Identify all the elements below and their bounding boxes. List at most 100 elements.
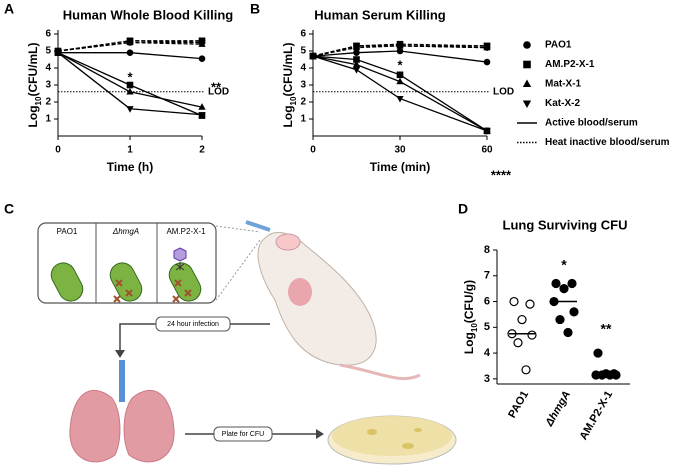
marker [352, 67, 361, 74]
point [521, 365, 531, 375]
marker [126, 81, 134, 89]
point [563, 327, 573, 338]
legend-label: Mat-X-1 [545, 79, 582, 90]
marker [483, 43, 491, 50]
strain-label: PAO1 [57, 227, 78, 236]
colony [367, 429, 377, 435]
y-axis-label-part: Log [462, 332, 476, 354]
y-axis-label-part: 10 [289, 96, 298, 105]
x-tick-label: 0 [55, 145, 61, 156]
step-box [213, 426, 273, 442]
annotation: * [561, 257, 567, 273]
marker [352, 43, 361, 50]
marker [396, 71, 404, 79]
y-axis-label: Log10(CFU/g) [462, 280, 478, 354]
series-line [312, 55, 488, 132]
bacterium [168, 262, 202, 302]
series-line [312, 45, 488, 57]
panel-label: A [4, 1, 14, 17]
y-tick-label: 6 [300, 29, 306, 40]
legend-label: PAO1 [545, 40, 572, 51]
x-tick-label: AM.P2-X-1 [578, 389, 616, 442]
y-axis-label: Log10(CFU/mL) [281, 43, 297, 128]
trachea [119, 360, 125, 402]
marker [198, 112, 206, 119]
x-tick-label: ΔhmgA [543, 389, 573, 429]
mouse-lung [288, 278, 312, 306]
y-tick-label: 5 [300, 46, 306, 57]
point [567, 278, 577, 289]
x-tick-label: 60 [481, 145, 493, 156]
panel-label: B [250, 1, 260, 17]
panel-label: D [458, 201, 468, 217]
diagram: PAO1 ΔhmgA AM.P2-X-1 24 hour infection P… [37, 220, 457, 465]
x-tick-label: 2 [199, 145, 205, 156]
marker [483, 128, 491, 135]
y-tick-label: 4 [45, 63, 51, 74]
peptide [173, 247, 187, 262]
zoom-lines [215, 225, 261, 301]
strain-label: AM.P2-X-1 [166, 227, 206, 236]
point [605, 370, 615, 380]
point [559, 284, 569, 294]
y-axis-label-part: 10 [470, 323, 479, 332]
arrowhead [115, 350, 125, 358]
y-axis-label-part: (CFU/mL) [281, 43, 295, 97]
marker [309, 53, 317, 61]
annotation: * [397, 57, 403, 72]
series-line [312, 43, 488, 57]
y-axis-label-part: Log [281, 105, 295, 127]
y-axis-label-part: (CFU/g) [462, 280, 476, 323]
marker [198, 103, 206, 110]
legend-label: Kat-X-2 [545, 98, 580, 109]
mouse-ear [275, 233, 301, 251]
legend-label: Heat inactive blood/serum [545, 137, 670, 148]
arrowhead [316, 429, 324, 439]
mouse-tail [339, 363, 421, 381]
legend-label: AM.P2-X-1 [545, 59, 595, 70]
series-line [312, 45, 487, 57]
x-tick-label: PAO1 [506, 389, 531, 420]
lod-label: LOD [208, 86, 229, 97]
legend-marker [523, 41, 531, 49]
point [527, 330, 537, 340]
step-label: Plate for CFU [222, 431, 264, 438]
marker [352, 60, 361, 68]
point [555, 314, 565, 325]
panel-label: C [4, 201, 14, 217]
marker [396, 43, 404, 50]
marker [198, 39, 206, 47]
annotation: ** [601, 321, 612, 337]
x-axis-label: Time (min) [370, 160, 430, 174]
chart-title: Human Whole Blood Killing [63, 7, 233, 22]
y-tick-label: 3 [45, 80, 51, 91]
x-tick-label: 0 [310, 145, 316, 156]
y-tick-label: 8 [484, 244, 490, 256]
marker [483, 58, 491, 66]
point [517, 314, 527, 325]
point [597, 370, 607, 380]
legend-marker [523, 60, 531, 69]
annotation: * [127, 69, 133, 84]
y-axis-label-part: Log [26, 105, 40, 127]
marker [353, 49, 360, 56]
chart-title: Human Serum Killing [314, 7, 446, 22]
marker [396, 95, 404, 103]
annotation: **** [491, 167, 512, 182]
y-axis-label: Log10(CFU/mL) [26, 43, 42, 128]
bacterium [109, 262, 143, 302]
marker [126, 49, 134, 56]
marker [198, 55, 206, 62]
marker [126, 87, 134, 95]
agar [332, 416, 452, 456]
marker [353, 56, 360, 63]
chart-title: Lung Surviving CFU [503, 217, 628, 232]
y-axis-label-part: 10 [34, 96, 43, 105]
mouse-body [257, 231, 377, 366]
y-axis-label-part: (CFU/mL) [26, 43, 40, 97]
x-tick-label: 1 [127, 145, 133, 156]
y-tick-label: 3 [300, 80, 306, 91]
y-tick-label: 6 [484, 295, 490, 307]
point [593, 348, 603, 358]
